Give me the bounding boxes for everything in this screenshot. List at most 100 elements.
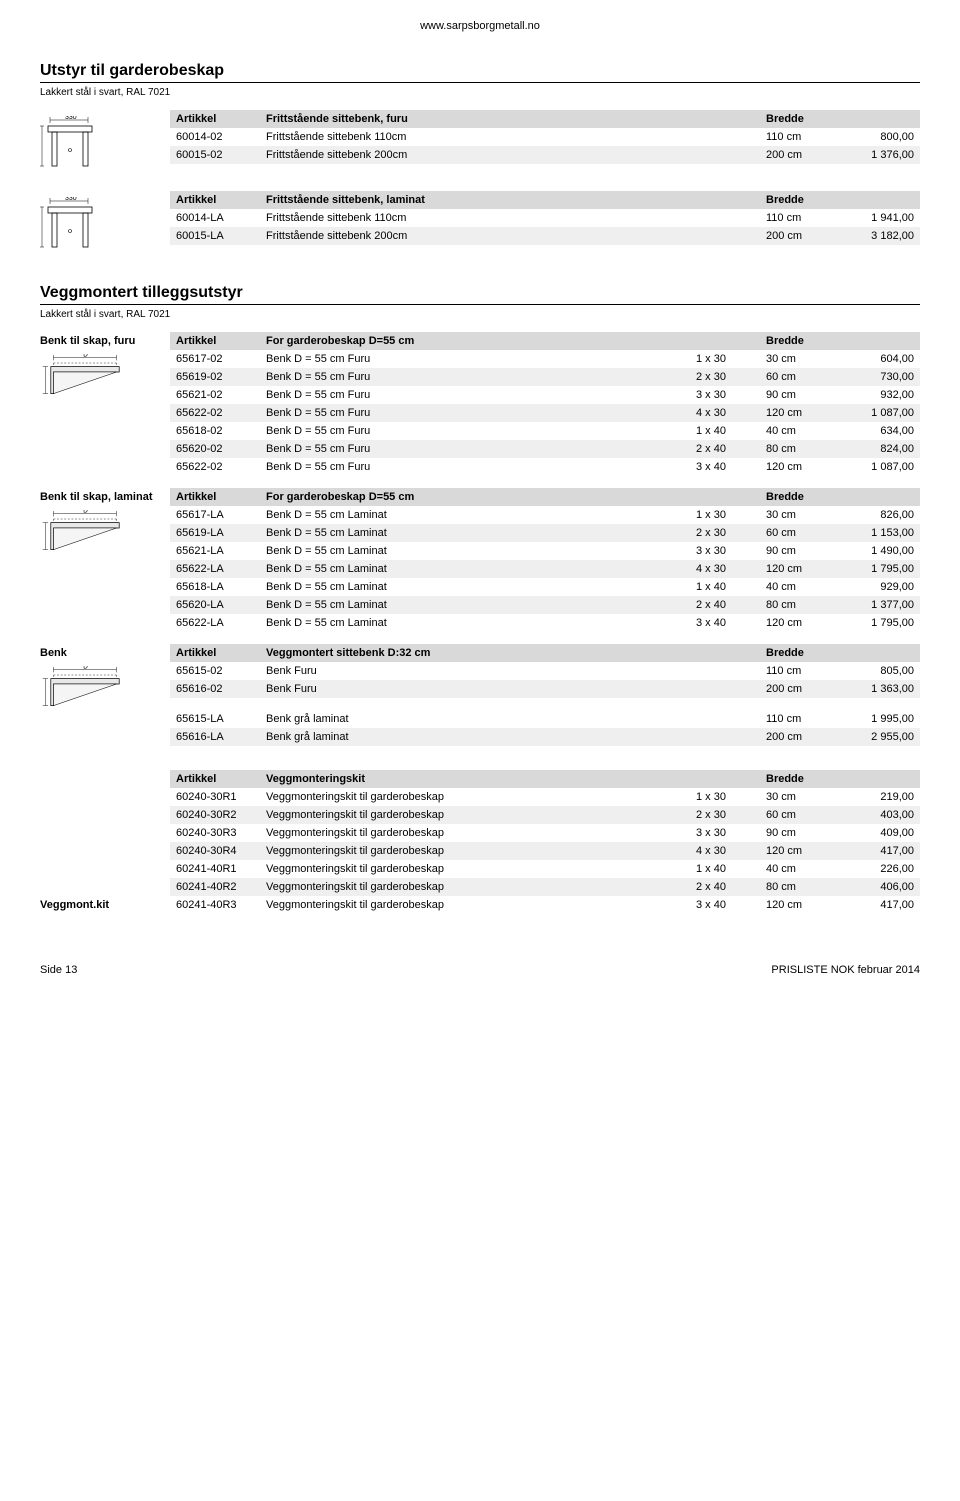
cell-desc: Frittstående sittebenk 110cm [260,128,760,146]
cell-price: 403,00 [830,806,920,824]
table-row: 60240-30R2Veggmonteringskit til garderob… [170,806,920,824]
cell-desc: Benk D = 55 cm Laminat [260,506,690,524]
cell-artikkel: 65619-02 [170,368,260,386]
col-artikkel: Artikkel [170,110,260,128]
cell-desc: Benk D = 55 cm Furu [260,386,690,404]
cell-artikkel: 65620-LA [170,596,260,614]
table-row: 60014-LAFrittstående sittebenk 110cm110 … [170,209,920,227]
col-price [830,332,920,350]
col-desc: Frittstående sittebenk, furu [260,110,760,128]
cell-price: 1 376,00 [830,146,920,164]
cell-price: 406,00 [830,878,920,896]
section2-title: Veggmontert tilleggsutstyr [40,284,920,305]
table-row: 65617-LABenk D = 55 cm Laminat1 x 3030 c… [170,506,920,524]
table-row: 60241-40R2Veggmonteringskit til garderob… [170,878,920,896]
cell-dim: 4 x 30 [690,842,760,860]
cell-dim: 3 x 30 [690,824,760,842]
cell-desc: Benk D = 55 cm Laminat [260,542,690,560]
cell-size: 110 cm [760,662,830,680]
table-row: 60015-LAFrittstående sittebenk 200cm200 … [170,227,920,245]
cell-desc: Frittstående sittebenk 200cm [260,227,760,245]
cell-size: 120 cm [760,842,830,860]
table-row: 65619-02Benk D = 55 cm Furu2 x 3060 cm73… [170,368,920,386]
cell-size: 90 cm [760,824,830,842]
col-dim [690,332,760,350]
label-veggmontkit: Veggmont.kit [40,899,170,914]
col-desc: For garderobeskap D=55 cm [260,332,690,350]
cell-artikkel: 65622-02 [170,404,260,422]
cell-artikkel: 60015-LA [170,227,260,245]
cell-price: 3 182,00 [830,227,920,245]
cell-price: 800,00 [830,128,920,146]
bracket-schematic-1: D 290 [40,350,170,407]
cell-artikkel: 60241-40R1 [170,860,260,878]
cell-price: 1 795,00 [830,614,920,632]
cell-desc: Veggmonteringskit til garderobeskap [260,788,690,806]
cell-size: 60 cm [760,368,830,386]
col-bredde: Bredde [760,770,830,788]
cell-artikkel: 65622-02 [170,458,260,476]
col-artikkel: Artikkel [170,770,260,788]
col-price [830,488,920,506]
bench-schematic-2: 330 440 [40,191,170,260]
cell-desc: Benk D = 55 cm Furu [260,368,690,386]
cell-size: 40 cm [760,422,830,440]
cell-artikkel: 60240-30R2 [170,806,260,824]
table-row: 65621-02Benk D = 55 cm Furu3 x 3090 cm93… [170,386,920,404]
cell-artikkel: 60015-02 [170,146,260,164]
cell-dim: 3 x 40 [690,458,760,476]
cell-size: 60 cm [760,524,830,542]
col-desc: Veggmontert sittebenk D:32 cm [260,644,760,662]
cell-price: 805,00 [830,662,920,680]
cell-artikkel: 65622-LA [170,614,260,632]
cell-price: 417,00 [830,896,920,914]
cell-dim: 4 x 30 [690,560,760,578]
table-row: 60014-02Frittstående sittebenk 110cm110 … [170,128,920,146]
cell-size: 120 cm [760,458,830,476]
table-row: 65616-LABenk grå laminat200 cm2 955,00 [170,728,920,746]
cell-price: 604,00 [830,350,920,368]
table-benk-furu: Artikkel For garderobeskap D=55 cm Bredd… [170,332,920,350]
cell-price: 409,00 [830,824,920,842]
cell-dim: 3 x 40 [690,614,760,632]
table-row: 65620-02Benk D = 55 cm Furu2 x 4080 cm82… [170,440,920,458]
cell-artikkel: 65618-02 [170,422,260,440]
page-url: www.sarpsborgmetall.no [40,20,920,32]
table-row: 65615-LABenk grå laminat110 cm1 995,00 [170,710,920,728]
col-bredde: Bredde [760,110,830,128]
col-artikkel: Artikkel [170,488,260,506]
cell-size: 110 cm [760,710,830,728]
cell-dim: 1 x 40 [690,422,760,440]
cell-artikkel: 60014-02 [170,128,260,146]
table-row: 60015-02Frittstående sittebenk 200cm200 … [170,146,920,164]
cell-price: 219,00 [830,788,920,806]
cell-size: 90 cm [760,542,830,560]
cell-size: 40 cm [760,860,830,878]
cell-dim: 1 x 40 [690,578,760,596]
cell-size: 80 cm [760,596,830,614]
cell-desc: Frittstående sittebenk 200cm [260,146,760,164]
section1-title: Utstyr til garderobeskap [40,62,920,83]
cell-size: 30 cm [760,506,830,524]
svg-text:D: D [83,510,88,515]
cell-dim: 2 x 40 [690,440,760,458]
cell-desc: Benk D = 55 cm Laminat [260,614,690,632]
col-artikkel: Artikkel [170,191,260,209]
table-row: 65615-02Benk Furu110 cm805,00 [170,662,920,680]
col-price [830,191,920,209]
cell-dim: 3 x 30 [690,386,760,404]
cell-dim: 1 x 30 [690,788,760,806]
cell-price: 1 377,00 [830,596,920,614]
cell-desc: Veggmonteringskit til garderobeskap [260,896,690,914]
cell-desc: Benk grå laminat [260,728,760,746]
col-bredde: Bredde [760,332,830,350]
cell-artikkel: 60240-30R4 [170,842,260,860]
table-row: 65617-02Benk D = 55 cm Furu1 x 3030 cm60… [170,350,920,368]
col-desc: Frittstående sittebenk, laminat [260,191,760,209]
cell-desc: Frittstående sittebenk 110cm [260,209,760,227]
table-veggmonteringskit: Artikkel Veggmonteringskit Bredde 60240-… [170,770,920,914]
cell-price: 730,00 [830,368,920,386]
cell-price: 932,00 [830,386,920,404]
cell-dim: 2 x 40 [690,596,760,614]
table-benk-laminat: Artikkel For garderobeskap D=55 cm Bredd… [170,488,920,506]
